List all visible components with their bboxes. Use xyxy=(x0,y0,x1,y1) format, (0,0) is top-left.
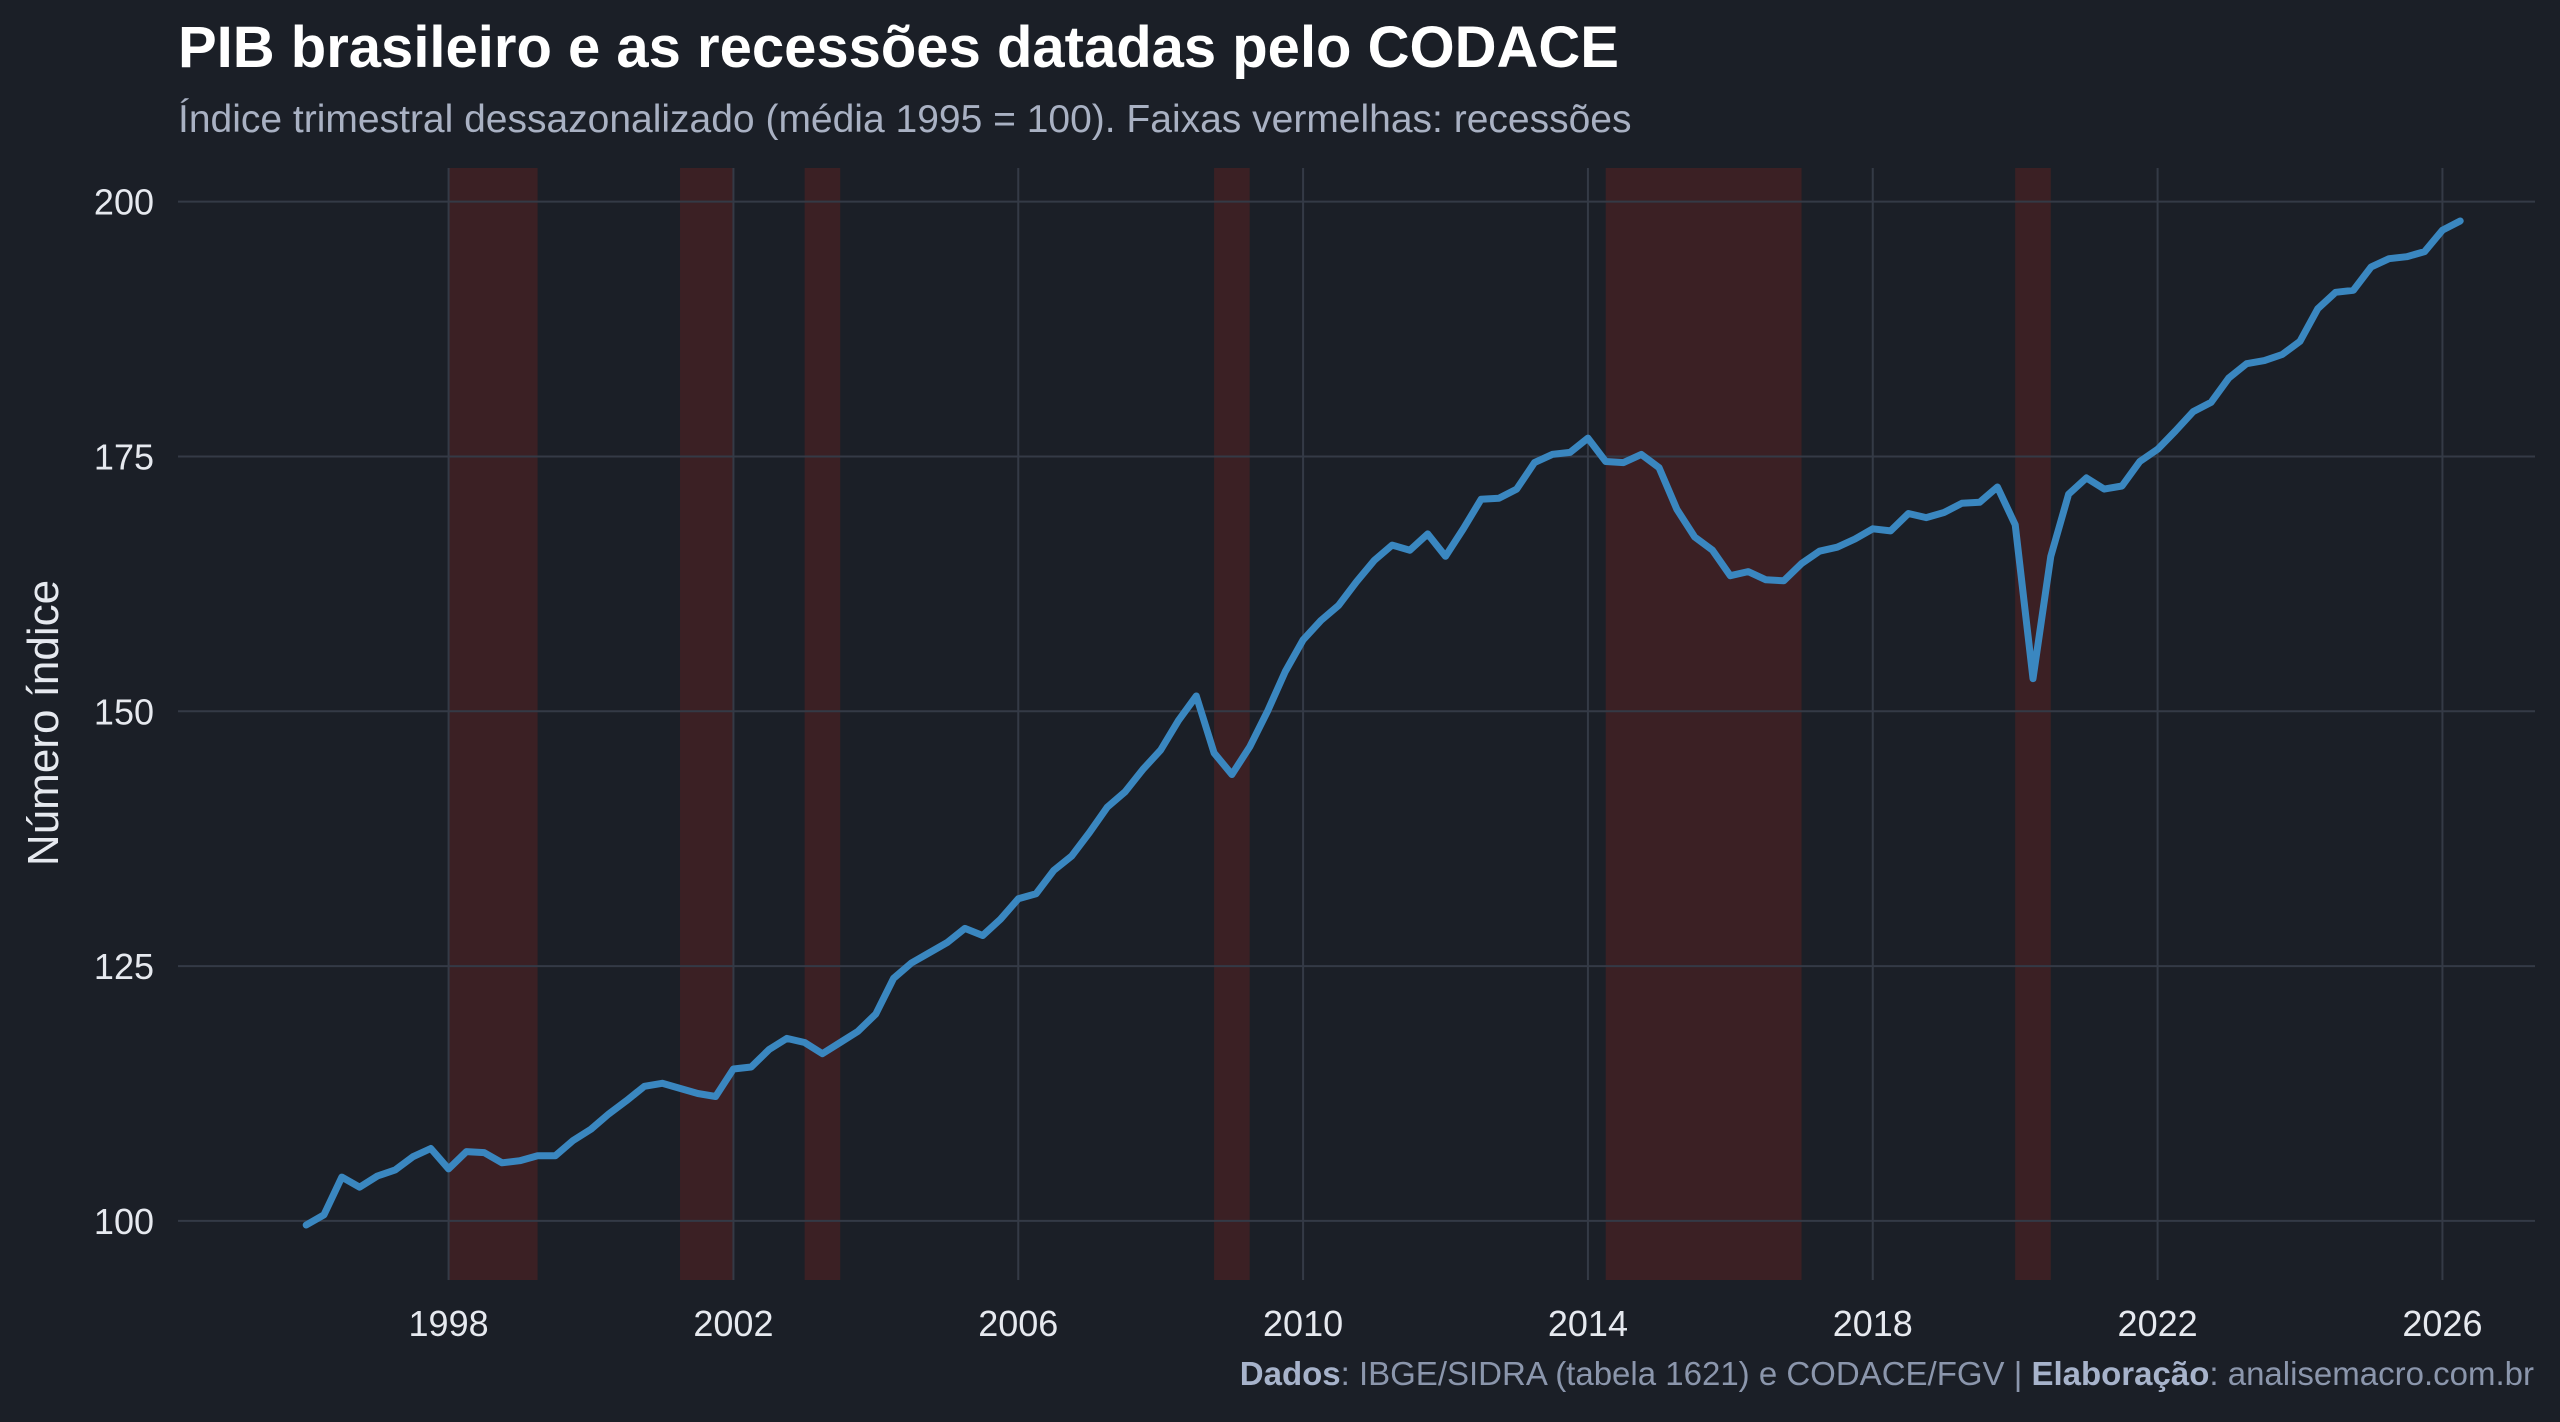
chart-title: PIB brasileiro e as recessões datadas pe… xyxy=(178,15,1619,80)
recession-band xyxy=(804,168,841,1280)
caption-data-text: : IBGE/SIDRA (tabela 1621) e CODACE/FGV … xyxy=(1340,1355,2032,1392)
y-tick-labels: 100 125 150 175 200 xyxy=(94,182,154,1242)
y-tick-label: 175 xyxy=(94,436,154,477)
source-caption: Dados: IBGE/SIDRA (tabela 1621) e CODACE… xyxy=(1240,1355,2534,1393)
x-tick-label: 2026 xyxy=(2402,1303,2482,1344)
x-tick-label: 2022 xyxy=(2118,1303,2198,1344)
recession-band xyxy=(448,168,538,1280)
x-tick-label: 1998 xyxy=(409,1303,489,1344)
x-tick-label: 2018 xyxy=(1833,1303,1913,1344)
chart-subtitle: Índice trimestral dessazonalizado (média… xyxy=(178,98,1632,141)
caption-data-label: Dados xyxy=(1239,1355,1341,1392)
y-tick-label: 125 xyxy=(94,946,154,987)
recession-band xyxy=(680,168,734,1280)
recession-band xyxy=(1605,168,1802,1280)
recession-band xyxy=(2015,168,2051,1280)
x-tick-label: 2010 xyxy=(1263,1303,1343,1344)
y-tick-label: 150 xyxy=(94,691,154,732)
recession-bands xyxy=(448,168,2051,1280)
x-tick-label: 2002 xyxy=(693,1303,773,1344)
y-tick-label: 100 xyxy=(94,1201,154,1242)
x-tick-label: 2014 xyxy=(1548,1303,1628,1344)
caption-author-label: Elaboração xyxy=(2031,1355,2210,1392)
x-tick-label: 2006 xyxy=(978,1303,1058,1344)
gdp-series-line xyxy=(302,217,2464,1229)
y-axis-label: Número índice xyxy=(19,580,68,866)
recession-band xyxy=(1214,168,1250,1280)
caption-author-text: : analisemacro.com.br xyxy=(2209,1355,2534,1392)
x-tick-labels: 1998 2002 2006 2010 2014 2018 2022 2026 xyxy=(409,1303,2483,1344)
y-tick-label: 200 xyxy=(94,182,154,223)
